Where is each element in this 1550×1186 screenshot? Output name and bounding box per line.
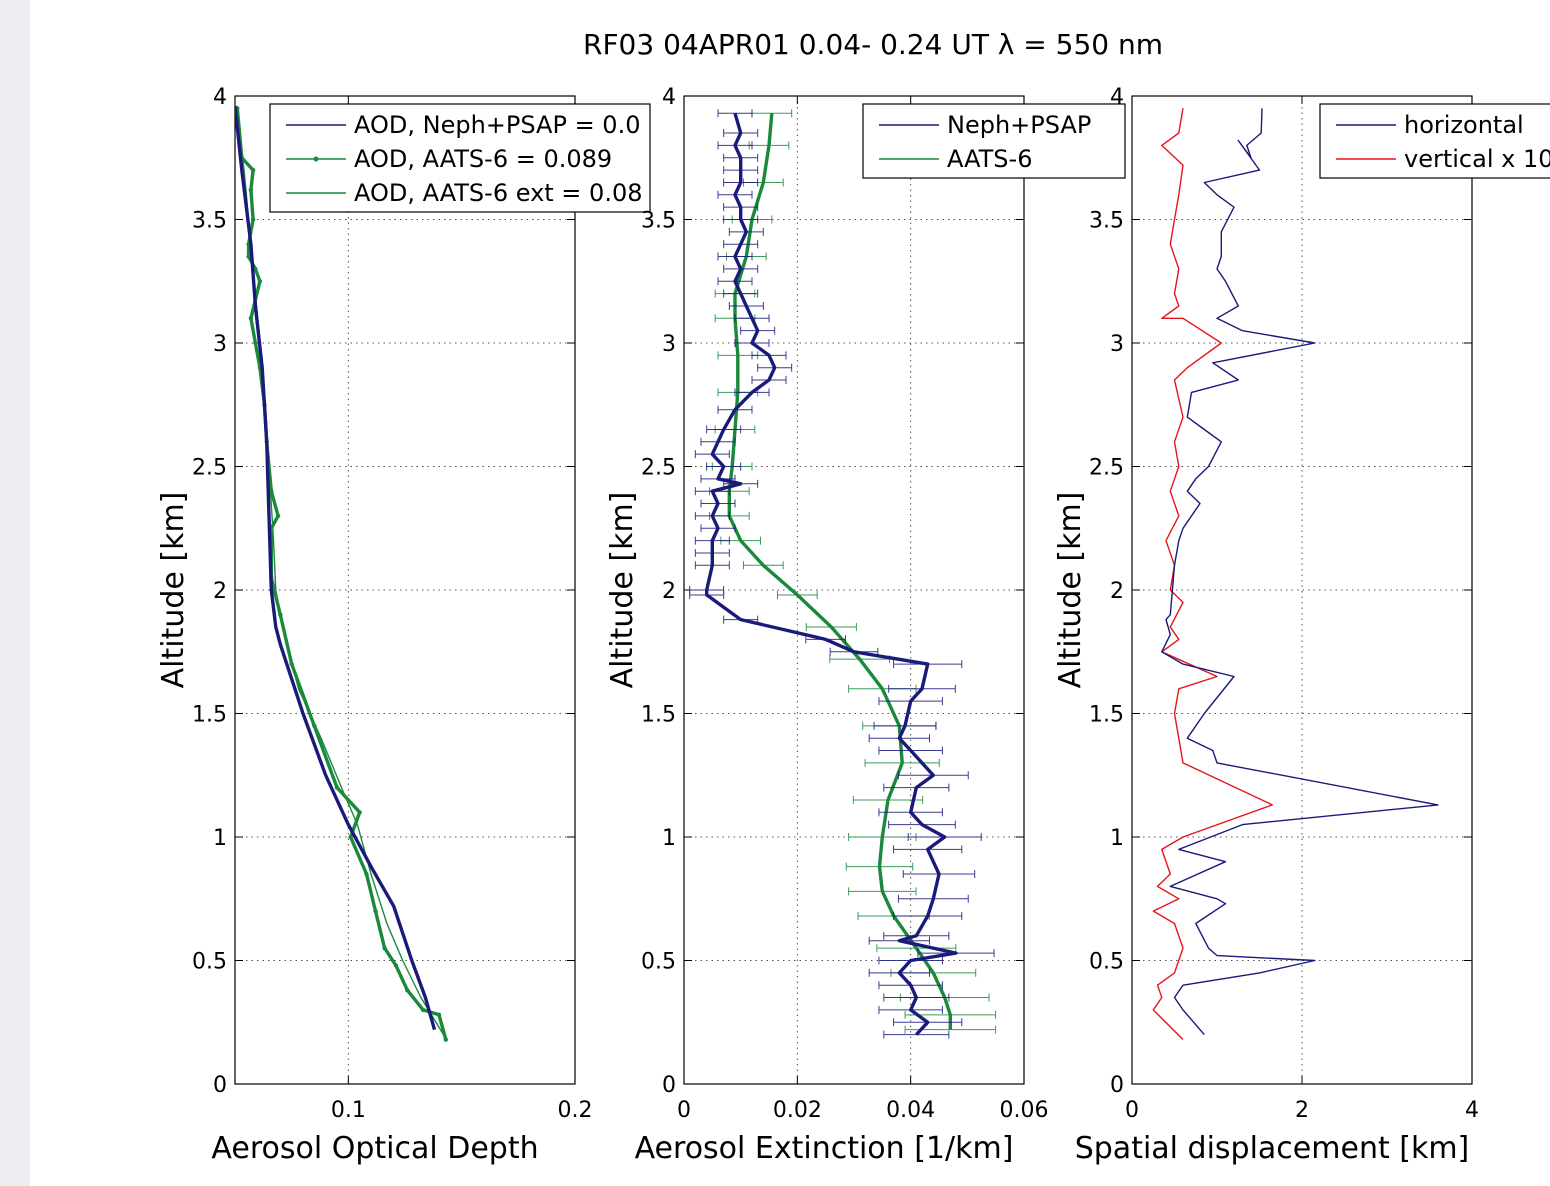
y-tick-label: 1.5 [641, 703, 676, 728]
x-tick-label: 4 [1465, 1098, 1479, 1123]
data-point [246, 254, 251, 259]
y-tick-label: 3 [213, 332, 227, 357]
data-point [278, 612, 283, 617]
legend-marker [313, 156, 319, 162]
data-point [253, 340, 258, 346]
y-axis-label: Altitude [km] [156, 492, 191, 689]
y-tick-label: 3.5 [1089, 209, 1124, 234]
plot-area [1152, 108, 1439, 1040]
y-tick-label: 2 [213, 579, 227, 604]
x-tick-label: 0 [677, 1098, 691, 1123]
data-point [334, 785, 340, 790]
y-tick-label: 0 [1110, 1073, 1124, 1098]
plot-area [689, 109, 997, 1039]
data-point [250, 167, 256, 173]
legend-entry: AOD, AATS-6 ext = 0.08 [354, 179, 642, 207]
y-tick-label: 0 [213, 1073, 227, 1098]
data-point [248, 187, 254, 193]
series-line-2 [727, 113, 952, 1030]
legend-box [269, 103, 651, 213]
legend: AOD, Neph+PSAP = 0.0 AOD, AATS-6 = 0.089 A… [269, 103, 651, 213]
y-tick-label: 2.5 [1089, 456, 1124, 481]
data-point [382, 945, 387, 951]
y-tick-label: 0.5 [192, 950, 227, 975]
x-tick-label: 0.06 [1000, 1098, 1049, 1123]
x-tick-label: 0.1 [331, 1098, 366, 1123]
series-line-1 [235, 105, 437, 1031]
x-tick-label: 0.04 [886, 1098, 935, 1123]
data-point [248, 316, 254, 321]
data-point [357, 810, 362, 815]
chart-panel-2: 0 0.02 0.04 0.06 0 0.5 1 1.5 2 2.5 3 3.5 4 Aerosol Ex… [605, 85, 1048, 1166]
y-tick-label: 2.5 [641, 456, 676, 481]
y-tick-label: 0 [662, 1073, 676, 1098]
data-point [289, 661, 294, 667]
chart-panel-1: 0.1 0.2 0 0.5 1 1.5 2 2.5 3 3.5 4 Aerosol Optical D… [156, 85, 593, 1166]
figure-title: RF03 04APR01 0.04- 0.24 UT λ = 550 nm [583, 28, 1163, 61]
y-tick-label: 3 [662, 332, 676, 357]
legend-entry: AOD, AATS-6 = 0.089 [354, 145, 612, 173]
series-line-1 [705, 112, 958, 1036]
legend-entry: vertical x 10 [1404, 145, 1550, 173]
x-tick-label: 0 [1125, 1098, 1139, 1123]
data-point [250, 217, 256, 222]
y-tick-label: 0.5 [641, 950, 676, 975]
data-point [373, 908, 378, 914]
x-axis-label: Aerosol Extinction [1/km] [635, 1131, 1014, 1166]
data-point [436, 1012, 442, 1018]
data-point [393, 963, 399, 968]
series-line-2 [235, 108, 448, 1040]
y-tick-label: 2 [1110, 579, 1124, 604]
data-point [405, 987, 410, 993]
error-bars-2 [709, 109, 997, 1034]
data-point [269, 489, 274, 494]
plot-area [235, 105, 448, 1042]
series-line-1 [1161, 108, 1439, 1036]
x-tick-label: 2 [1295, 1098, 1309, 1123]
y-axis-label: Altitude [km] [605, 492, 640, 689]
y-tick-label: 1.5 [1089, 703, 1124, 728]
y-tick-label: 1 [213, 826, 227, 851]
legend: horizontal vertical x 10 [1319, 103, 1550, 179]
legend: Neph+PSAP AATS-6 [862, 103, 1126, 179]
data-point [257, 279, 263, 284]
data-point [312, 723, 317, 729]
y-tick-label: 1 [1110, 826, 1124, 851]
data-point [364, 871, 369, 877]
data-point [443, 1037, 448, 1042]
series-line-3 [235, 105, 445, 1035]
figure: RF03 04APR01 0.04- 0.24 UT λ = 550 nm 0.… [30, 0, 1550, 1186]
data-point [275, 513, 281, 519]
legend-box [1319, 103, 1550, 179]
x-tick-label: 0.02 [773, 1098, 822, 1123]
x-axis-label: Spatial displacement [km] [1075, 1131, 1470, 1166]
y-tick-label: 2.5 [192, 456, 227, 481]
y-tick-label: 2 [662, 579, 676, 604]
legend-entry: AATS-6 [947, 145, 1032, 173]
y-tick-label: 3.5 [641, 209, 676, 234]
y-tick-label: 0.5 [1089, 950, 1124, 975]
series-line-2 [1152, 108, 1273, 1040]
y-tick-label: 3 [1110, 332, 1124, 357]
x-tick-label: 0.2 [558, 1098, 593, 1123]
chart-panel-3: 0 2 4 0 0.5 1 1.5 2 2.5 3 3.5 4 Spatial displacement… [1053, 85, 1479, 1166]
data-point [348, 834, 353, 840]
y-tick-label: 4 [213, 85, 227, 110]
data-point [420, 1007, 426, 1013]
legend-entry: horizontal [1404, 111, 1524, 139]
y-axis-label: Altitude [km] [1053, 492, 1088, 689]
figure-svg: RF03 04APR01 0.04- 0.24 UT λ = 550 nm 0.… [156, 28, 1550, 1166]
legend-entry: Neph+PSAP [947, 111, 1091, 139]
y-tick-label: 3.5 [192, 209, 227, 234]
x-axis-label: Aerosol Optical Depth [211, 1131, 538, 1166]
y-tick-label: 4 [662, 85, 676, 110]
y-tick-label: 4 [1110, 85, 1124, 110]
legend-box [862, 103, 1126, 179]
legend-entry: AOD, Neph+PSAP = 0.0 [354, 111, 640, 139]
y-tick-label: 1 [662, 826, 676, 851]
error-bars-1 [689, 109, 995, 1039]
y-tick-label: 1.5 [192, 703, 227, 728]
